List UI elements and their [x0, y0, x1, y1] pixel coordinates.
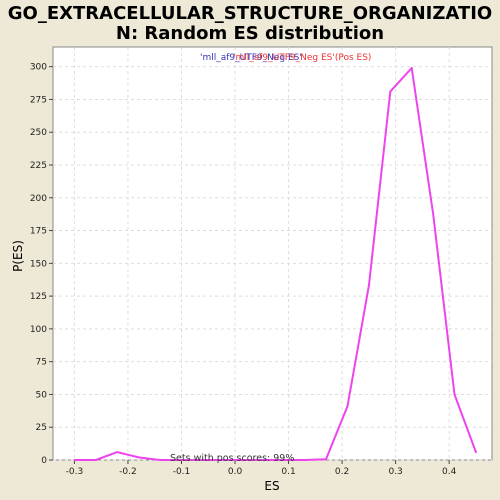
data-point-0-7	[223, 459, 226, 461]
data-point-0-19	[474, 451, 477, 454]
data-point-0-8	[244, 459, 247, 461]
legend-pos-label: 'mll_af9_UTF9_Neg ES'(Pos ES)	[233, 53, 371, 63]
x-tick-label-2: -0.1	[173, 467, 191, 477]
data-point-0-5	[180, 459, 183, 461]
x-tick-label-7: 0.4	[442, 467, 457, 477]
data-point-0-18	[453, 393, 456, 396]
y-axis-label: P(ES)	[11, 240, 25, 272]
data-point-0-1	[94, 459, 97, 461]
chart-title-line-1: GO_EXTRACELLULAR_STRUCTURE_ORGANIZATIO	[8, 3, 492, 24]
grid-lines	[53, 47, 492, 461]
plot-area	[52, 46, 493, 461]
data-point-0-11	[303, 459, 306, 461]
y-tick-label-1: 25	[36, 423, 47, 433]
x-tick-label-4: 0.1	[281, 467, 295, 477]
y-tick-label-0: 0	[41, 456, 47, 466]
x-tick-label-3: 0.0	[228, 467, 243, 477]
y-tick-label-7: 175	[30, 227, 47, 237]
data-point-0-4	[159, 459, 162, 461]
y-tick-label-5: 125	[30, 292, 47, 302]
axes: -0.3 -0.2 -0.1 0.0 0.1 0.2 0.3 0.4 0 25 50 75 100 125…	[30, 63, 457, 477]
data-point-0-2	[116, 451, 119, 454]
x-tick-label-1: -0.2	[119, 467, 137, 477]
y-tick-label-9: 225	[30, 161, 47, 171]
legend-neg-label: 'mll_af9_UTF9_Neg ES'	[200, 53, 302, 63]
data-point-0-16	[410, 66, 413, 69]
x-axis-label: ES	[264, 479, 279, 493]
x-tick-label-6: 0.3	[388, 467, 402, 477]
data-point-0-9	[266, 459, 269, 461]
y-tick-label-8: 200	[30, 194, 47, 204]
data-point-0-13	[346, 405, 349, 408]
data-point-0-3	[137, 456, 140, 459]
y-tick-label-2: 50	[36, 390, 48, 400]
x-tick-label-0: -0.3	[66, 467, 84, 477]
series-layer	[73, 66, 477, 461]
series-line-0	[74, 67, 477, 461]
y-tick-label-11: 275	[30, 95, 47, 105]
data-point-0-17	[432, 212, 435, 215]
annotation-text: Sets with pos scores: 99%	[170, 453, 294, 464]
data-point-0-12	[325, 458, 328, 461]
y-tick-label-6: 150	[30, 259, 47, 269]
y-tick-label-12: 300	[30, 63, 47, 73]
x-tick-label-5: 0.2	[335, 467, 349, 477]
chart-title-line-2: N: Random ES distribution	[116, 23, 384, 44]
data-point-0-10	[287, 459, 290, 461]
data-point-0-6	[201, 459, 204, 461]
y-tick-label-3: 75	[36, 358, 47, 368]
y-tick-label-4: 100	[30, 325, 47, 335]
data-point-0-14	[367, 284, 370, 287]
data-point-0-15	[389, 90, 392, 93]
y-tick-label-10: 250	[30, 128, 47, 138]
data-point-0-0	[73, 459, 76, 461]
